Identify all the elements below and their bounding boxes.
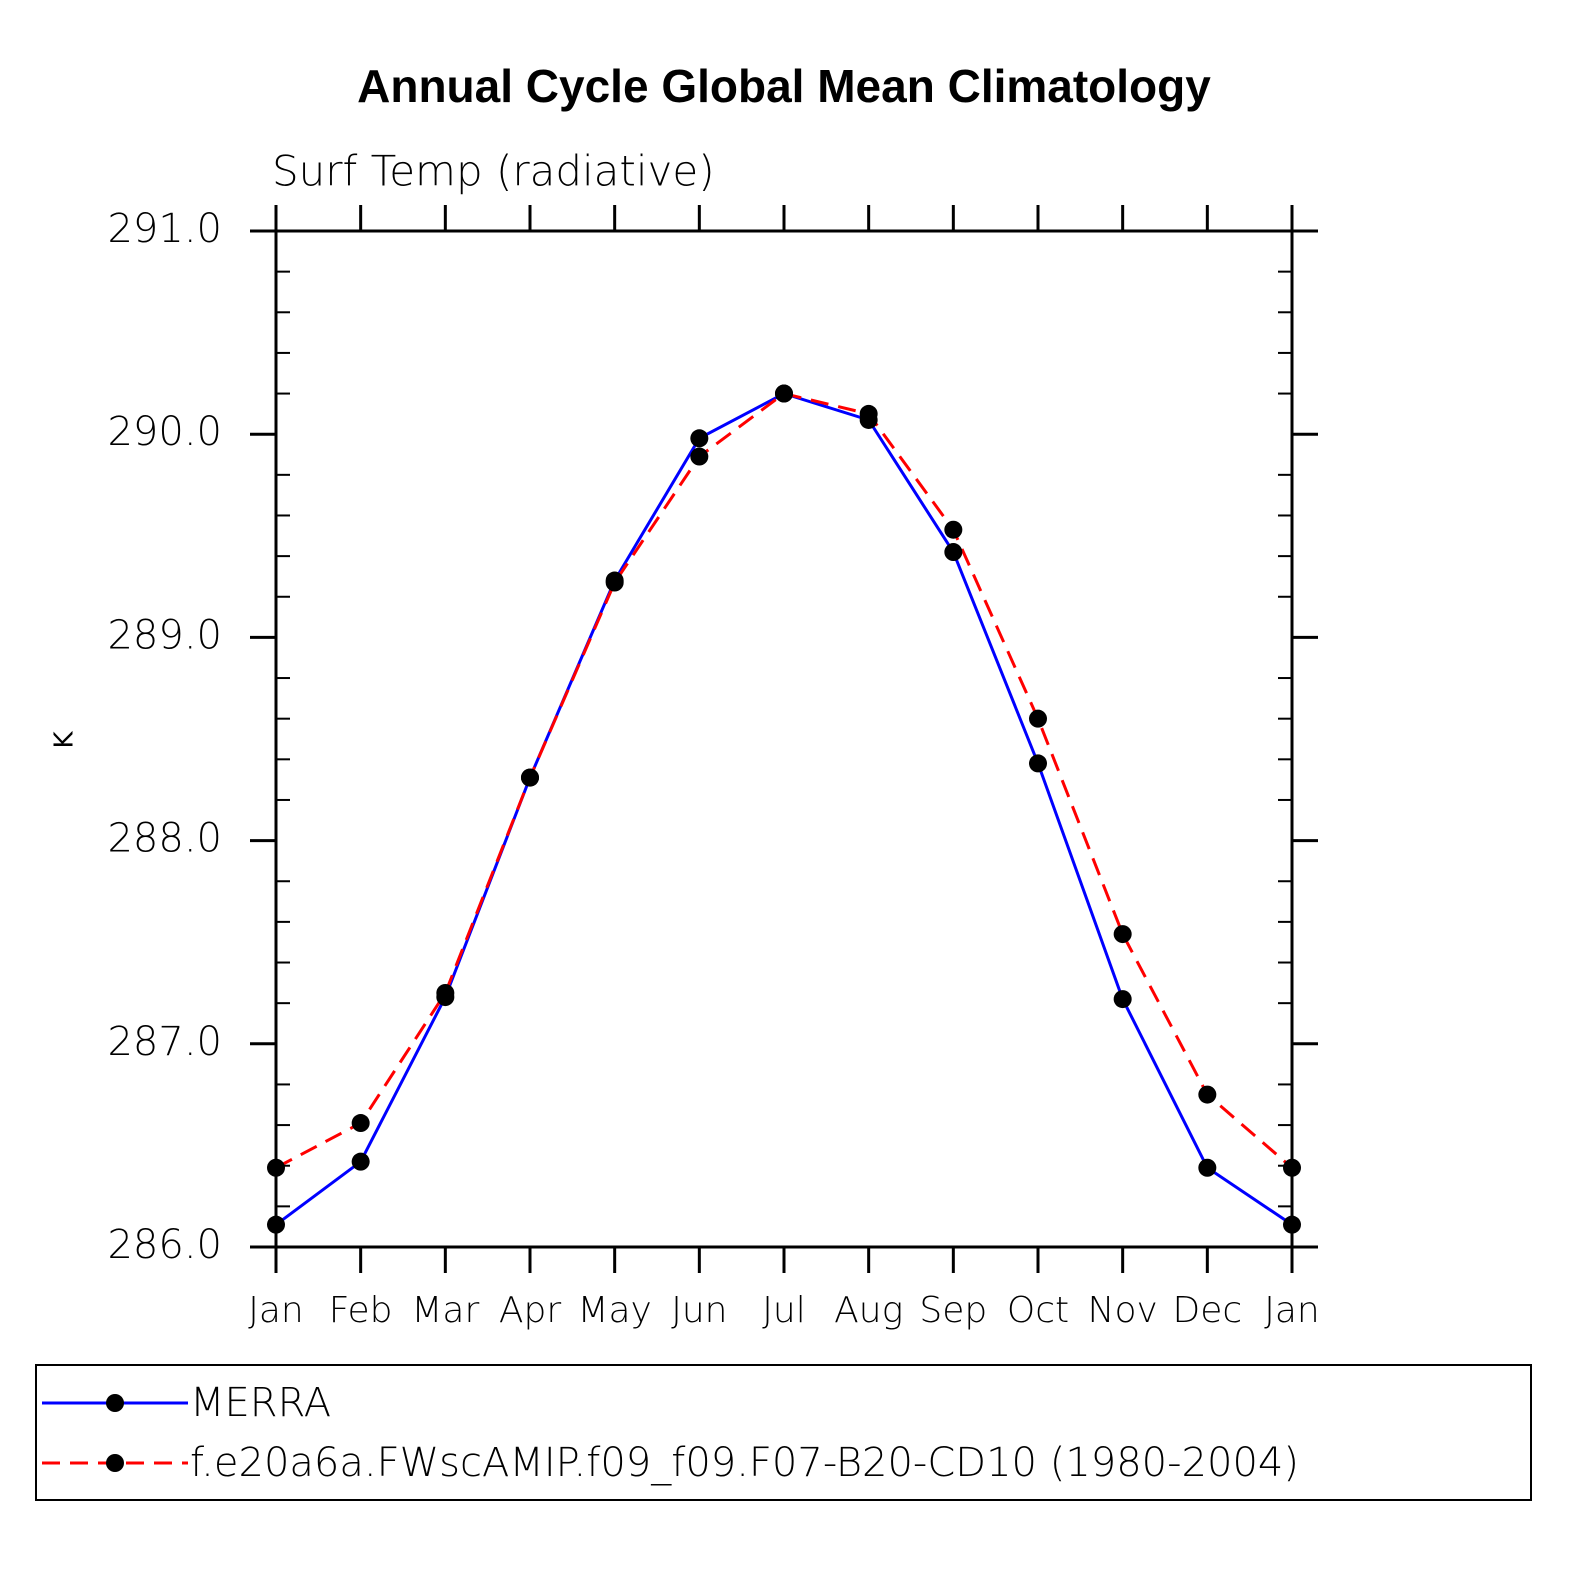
x-tick-label: Nov — [1088, 1290, 1158, 1331]
chart-subtitle: Surf Temp (radiative) — [272, 147, 715, 196]
x-tick-label: Aug — [834, 1290, 903, 1331]
legend-label: f.e20a6a.FWscAMIP.f09_f09.F07-B20-CD10 (… — [190, 1440, 1299, 1486]
y-tick-label: 289.0 — [107, 612, 222, 658]
y-tick-label: 288.0 — [107, 816, 222, 862]
marker — [267, 1215, 285, 1234]
marker — [1029, 754, 1047, 773]
marker — [521, 768, 539, 787]
x-tick-label: Jul — [762, 1290, 805, 1331]
legend-marker — [106, 1394, 124, 1412]
plot-frame — [274, 229, 1294, 1249]
marker — [859, 404, 878, 423]
series-line — [275, 391, 1293, 1226]
marker — [351, 1114, 370, 1133]
series-line — [275, 391, 1293, 1170]
marker — [351, 1152, 370, 1171]
x-tick-label: Dec — [1172, 1290, 1242, 1331]
x-tick-label: Mar — [411, 1290, 479, 1331]
marker — [267, 1158, 285, 1177]
marker — [1113, 990, 1132, 1009]
marker — [775, 384, 793, 403]
x-tick-label: Jan — [248, 1290, 304, 1331]
marker — [1029, 709, 1047, 728]
y-tick-label: 291.0 — [107, 206, 222, 252]
y-axis-label: K — [50, 731, 80, 749]
x-tick-label: Sep — [919, 1290, 987, 1331]
marker — [1283, 1158, 1301, 1177]
y-tick-label: 286.0 — [107, 1222, 222, 1268]
marker — [944, 520, 963, 539]
marker — [1113, 925, 1132, 944]
legend-label: MERRA — [190, 1380, 331, 1426]
x-tick-label: Jun — [671, 1290, 727, 1331]
x-tick-label: Jan — [1264, 1290, 1320, 1331]
x-tick-label: Apr — [499, 1290, 561, 1331]
y-tick-label: 287.0 — [107, 1019, 222, 1065]
legend-box — [35, 1364, 1532, 1501]
marker — [944, 543, 963, 562]
marker — [690, 447, 709, 466]
y-tick-label: 290.0 — [107, 409, 222, 455]
legend-marker — [106, 1454, 124, 1472]
marker — [436, 984, 455, 1002]
marker — [1283, 1215, 1301, 1234]
x-tick-label: Oct — [1007, 1290, 1069, 1331]
marker — [1198, 1158, 1217, 1177]
marker — [605, 573, 624, 592]
x-tick-label: May — [577, 1290, 651, 1331]
x-tick-label: Feb — [329, 1290, 393, 1331]
chart-title: Annual Cycle Global Mean Climatology — [357, 60, 1211, 112]
marker — [1198, 1085, 1217, 1104]
marker — [690, 429, 709, 448]
